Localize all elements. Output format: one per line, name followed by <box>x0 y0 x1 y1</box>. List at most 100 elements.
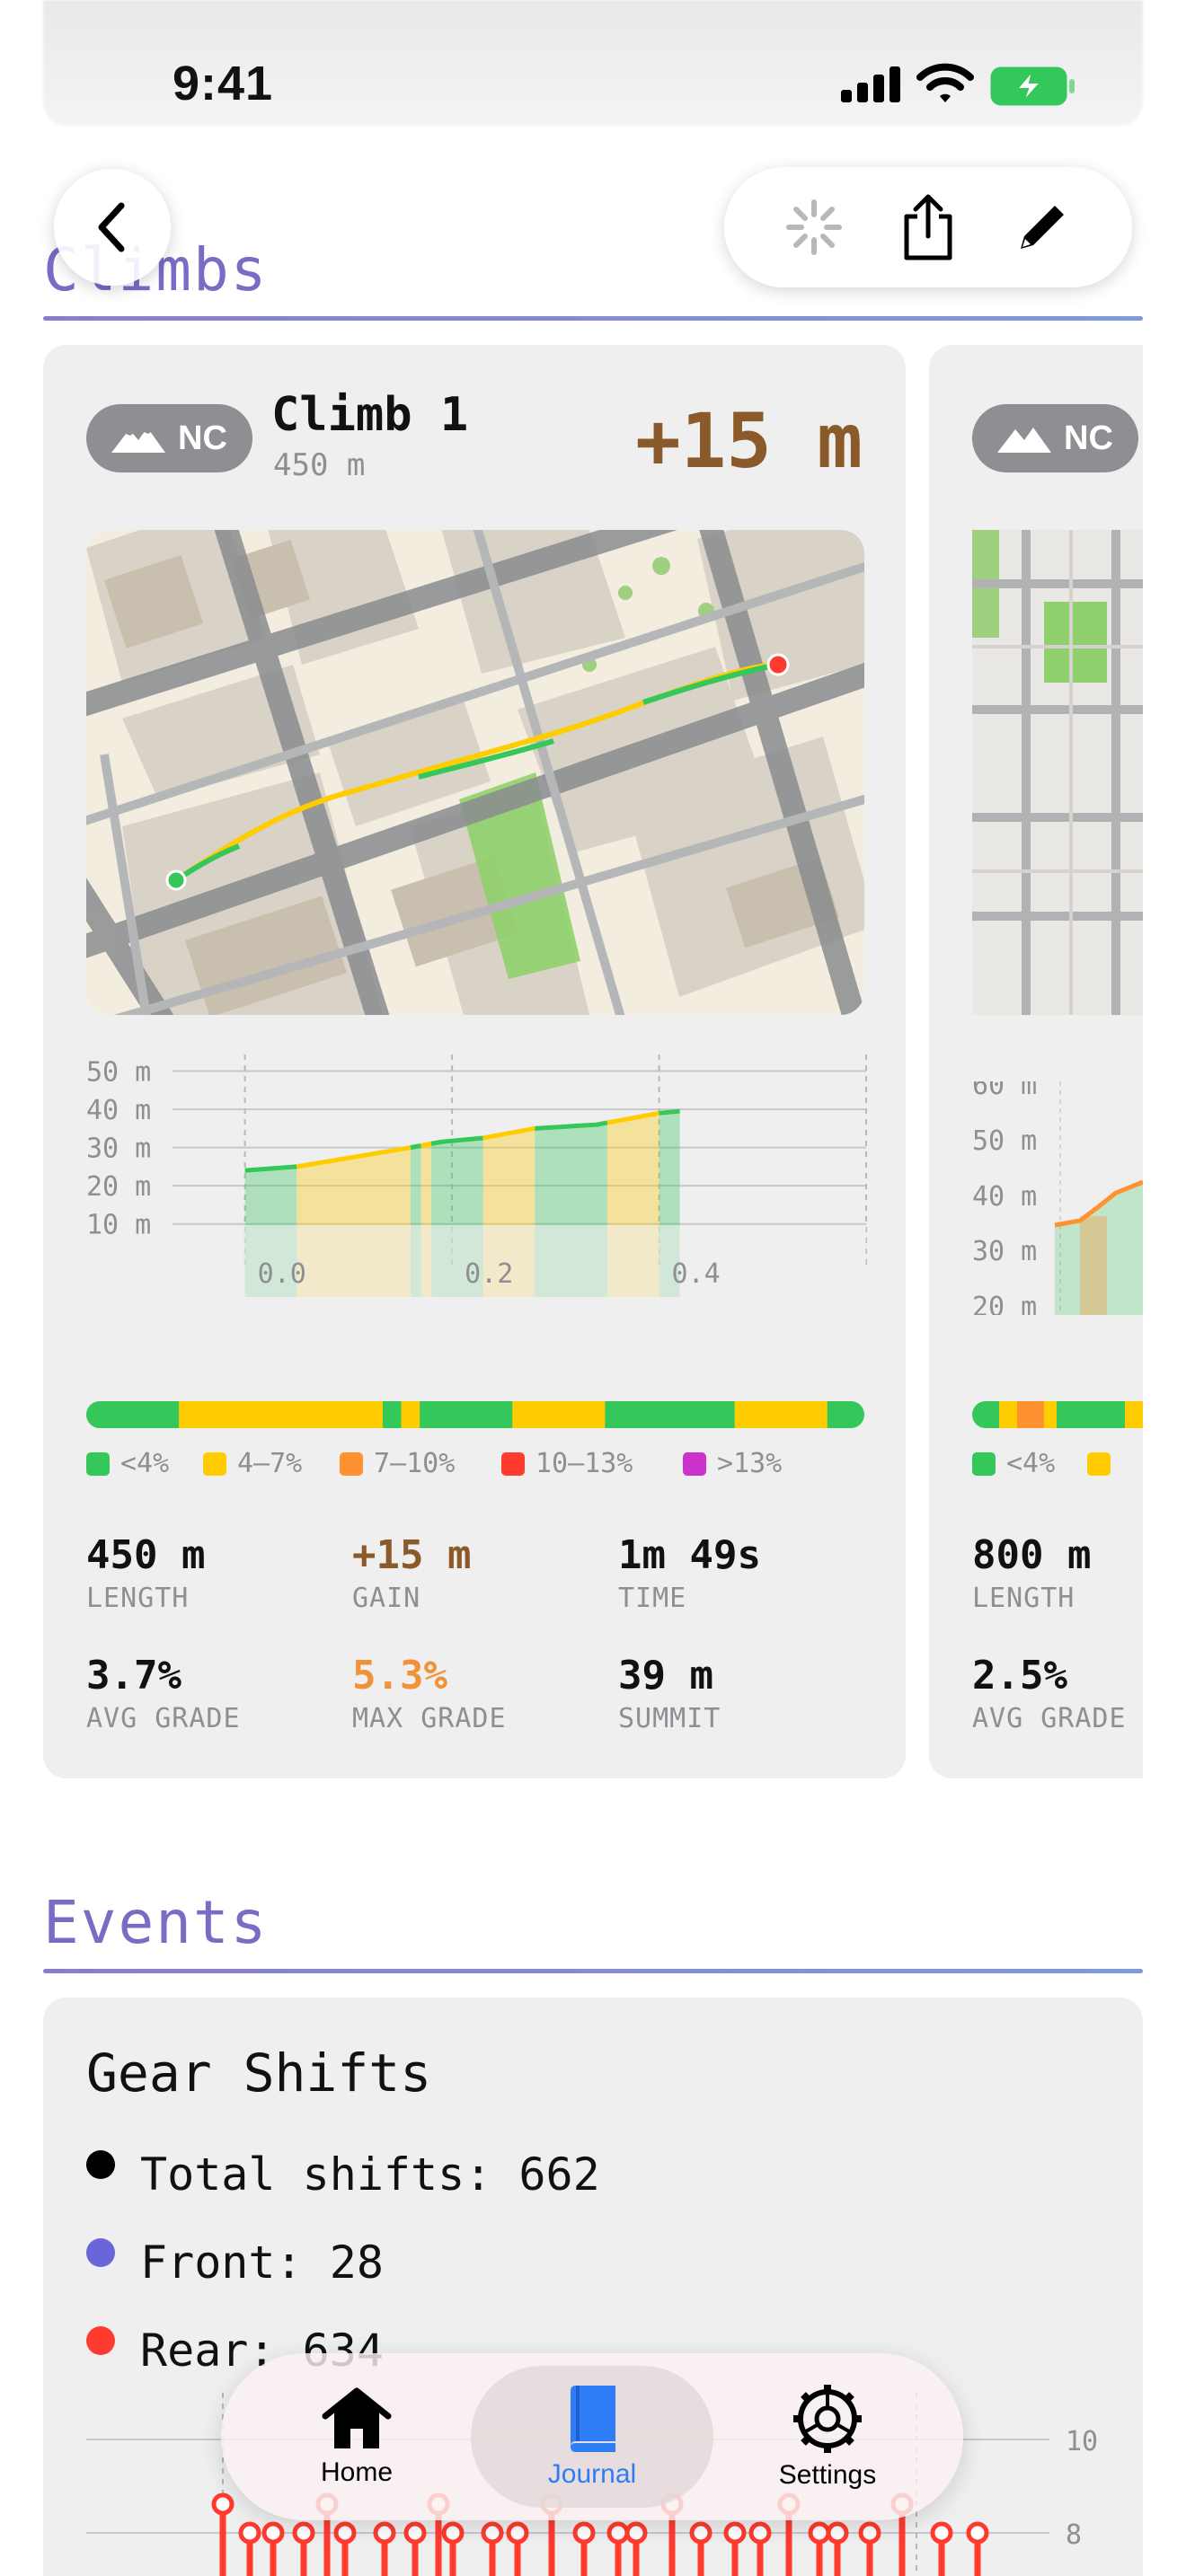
shift-marker <box>238 2521 261 2545</box>
bullet-dot <box>86 2150 115 2179</box>
climb-route-map[interactable] <box>86 530 864 1015</box>
grade-bar-segment <box>734 1401 828 1428</box>
elevation-chart[interactable]: 10 m 20 m 30 m 40 m 50 m 0.0 0.2 0.4 <box>86 1045 877 1315</box>
shift-marker <box>826 2521 849 2545</box>
x-tick-label: 0.2 <box>465 1258 513 1290</box>
legend-label: 4–7% <box>237 1448 303 1479</box>
shift-marker <box>261 2521 285 2545</box>
tab-journal[interactable]: Journal <box>471 2366 713 2508</box>
shift-marker <box>748 2521 772 2545</box>
shift-marker <box>572 2521 596 2545</box>
grade-bar-segment <box>512 1401 606 1428</box>
shift-marker <box>723 2521 747 2545</box>
shift-marker <box>333 2521 357 2545</box>
stat-length-label: LENGTH <box>972 1583 1075 1614</box>
y-tick-label: 60 m <box>972 1081 1037 1101</box>
shift-marker <box>624 2521 648 2545</box>
y-tick-label: 10 <box>1066 2426 1098 2457</box>
stat-gain-label: GAIN <box>352 1583 421 1614</box>
climb-card[interactable]: NC Climb 1 450 m +15 m <box>43 345 906 1778</box>
tab-home[interactable]: Home <box>235 2366 478 2508</box>
legend-swatch <box>340 1451 363 1476</box>
climb-card[interactable]: NC 60 m 50 m 40 m 30 m 20 m <4% <box>929 345 1143 1778</box>
grade-bar-segment <box>827 1401 864 1428</box>
shift-marker <box>858 2521 881 2545</box>
grade-bar-segment <box>179 1401 384 1428</box>
shift-marker <box>403 2521 427 2545</box>
climb-category-badge: NC <box>972 404 1138 472</box>
legend-swatch <box>1087 1451 1111 1476</box>
gear-shifts-title: Gear Shifts <box>86 2042 432 2104</box>
climb-gain: +15 m <box>635 397 863 485</box>
y-tick-label: 50 m <box>86 1057 151 1089</box>
climb-route-map[interactable] <box>972 530 1143 1015</box>
grade-bar-segment <box>605 1401 736 1428</box>
grade-bar-segment <box>401 1401 420 1428</box>
y-tick-label: 30 m <box>86 1134 151 1165</box>
gear-shift-front: Front: 28 <box>140 2236 384 2289</box>
legend-swatch <box>683 1451 706 1476</box>
elevation-line-segment <box>482 1125 535 1141</box>
shift-marker <box>481 2521 504 2545</box>
elevation-line-segment <box>410 1143 421 1151</box>
stat-time-label: TIME <box>618 1583 687 1614</box>
shift-marker <box>506 2521 529 2545</box>
stat-gain-value: +15 m <box>352 1532 472 1578</box>
back-button[interactable] <box>54 169 171 286</box>
bullet-dot <box>86 2326 115 2355</box>
grade-bar <box>972 1401 1143 1428</box>
chart-fade <box>173 1225 866 1297</box>
stat-summit-label: SUMMIT <box>618 1703 721 1734</box>
events-section-title: Events <box>43 1888 269 1957</box>
wifi-icon <box>916 63 974 102</box>
stat-avg-grade-label: AVG GRADE <box>972 1703 1127 1734</box>
loading-spinner-icon <box>785 199 842 255</box>
elevation-line-segment <box>659 1108 680 1116</box>
legend-label: 10–13% <box>535 1448 633 1479</box>
battery-charging-icon <box>990 66 1075 106</box>
elevation-chart[interactable]: 60 m 50 m 40 m 30 m 20 m <box>972 1081 1143 1315</box>
shift-marker <box>689 2521 712 2545</box>
elevation-line-segment <box>606 1110 660 1125</box>
gear-shift-item: Total shifts: 662 <box>86 2130 600 2219</box>
tab-settings[interactable]: Settings <box>706 2366 949 2508</box>
legend-item: 4–7% <box>203 1448 302 1479</box>
elevation-line-segment <box>535 1120 608 1131</box>
elevation-line-segment <box>244 1164 297 1173</box>
mountains-icon <box>111 428 165 453</box>
climb-subtitle: 450 m <box>273 447 366 483</box>
book-icon <box>571 2386 615 2452</box>
shift-marker <box>606 2521 630 2545</box>
legend-item: >13% <box>683 1448 782 1479</box>
grade-bar <box>86 1401 864 1428</box>
share-icon[interactable] <box>899 193 957 261</box>
gear-shift-item: Front: 28 <box>86 2219 600 2307</box>
bullet-dot <box>86 2238 115 2267</box>
shift-marker <box>373 2521 396 2545</box>
shift-marker <box>930 2521 953 2545</box>
tab-label: Home <box>320 2457 394 2487</box>
stat-time-value: 1m 49s <box>618 1532 761 1578</box>
action-toolbar <box>724 167 1132 287</box>
legend-label: <4% <box>120 1448 170 1479</box>
x-tick-label: 0.0 <box>258 1258 306 1290</box>
tab-label: Settings <box>778 2460 877 2490</box>
edit-pencil-icon[interactable] <box>1013 198 1071 256</box>
grade-legend: <4% 4–7% 7–10% 10–13% >13% <box>86 1448 895 1484</box>
gear-shift-total: Total shifts: 662 <box>140 2148 600 2201</box>
y-tick-label: 30 m <box>972 1236 1037 1267</box>
stat-max-grade-label: MAX GRADE <box>352 1703 507 1734</box>
legend-item: <4% <box>972 1448 1111 1479</box>
climbs-section-divider <box>43 316 1143 321</box>
legend-swatch <box>501 1451 525 1476</box>
climb-category-label: NC <box>1064 419 1113 457</box>
elevation-line-segment <box>420 1141 432 1148</box>
elevation-line-segment <box>296 1145 412 1169</box>
legend-label: 7–10% <box>374 1448 456 1479</box>
stat-length-label: LENGTH <box>86 1583 190 1614</box>
legend-label: >13% <box>717 1448 783 1479</box>
stat-avg-grade-value: 3.7% <box>86 1653 181 1698</box>
y-tick-label: 40 m <box>972 1181 1037 1213</box>
shift-marker <box>292 2521 315 2545</box>
legend-swatch <box>86 1451 110 1476</box>
